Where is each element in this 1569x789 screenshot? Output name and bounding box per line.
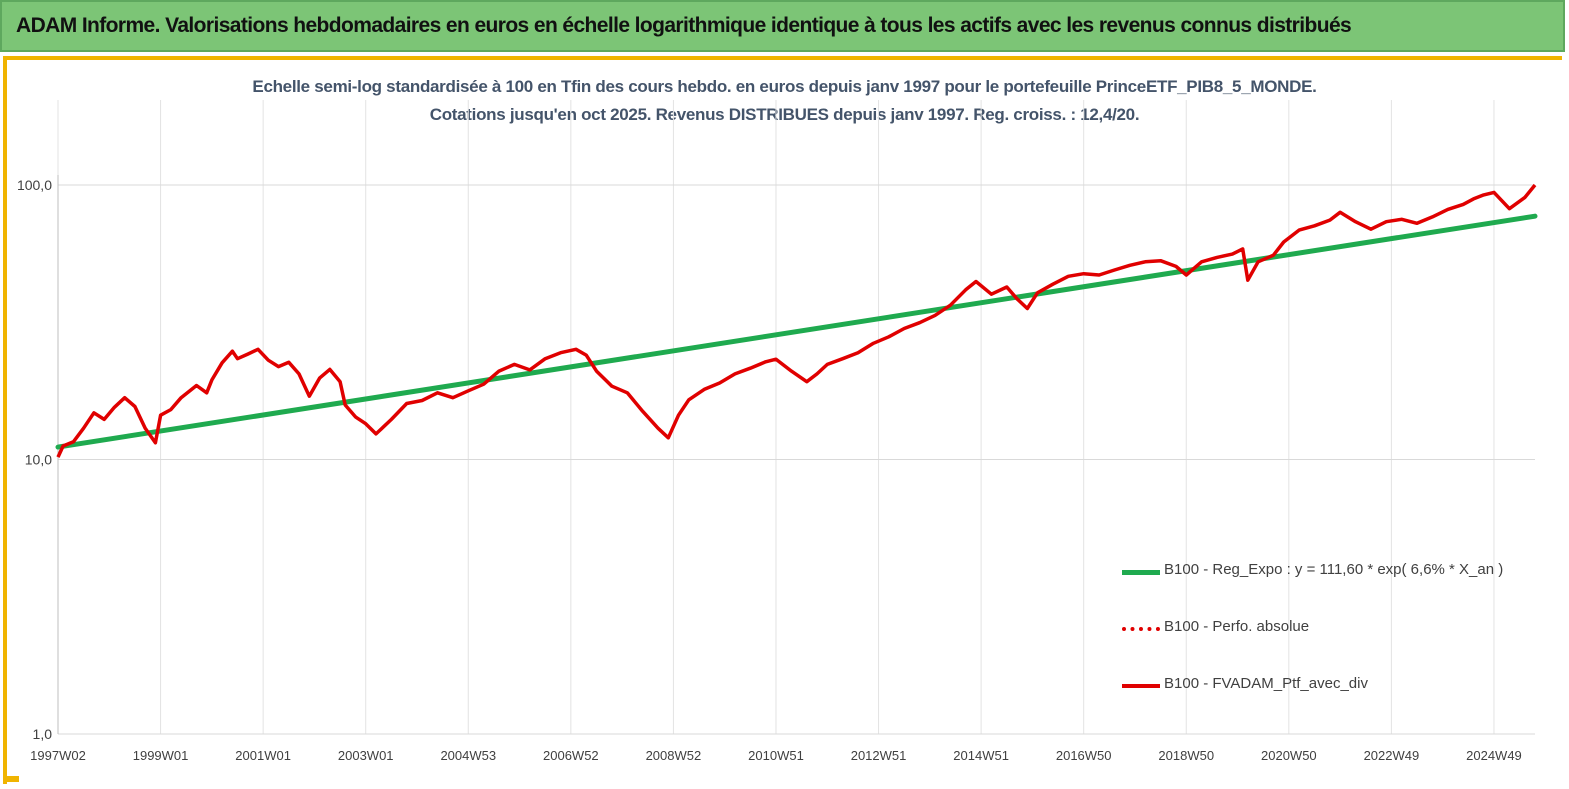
legend-swatch-portfolio — [1122, 684, 1160, 688]
legend-label-perfo-absolue: B100 - Perfo. absolue — [1164, 618, 1310, 635]
frame-accent — [3, 776, 19, 782]
legend-label-regression: B100 - Reg_Expo : y = 111,60 * exp( 6,6%… — [1164, 561, 1504, 578]
y-tick-label: 10,0 — [25, 452, 52, 468]
x-tick-label: 2020W50 — [1261, 748, 1317, 763]
x-tick-label: 2014W51 — [953, 748, 1009, 763]
x-tick-label: 2006W52 — [543, 748, 599, 763]
regression-line — [55, 213, 1538, 450]
x-tick-label: 2016W50 — [1056, 748, 1112, 763]
x-tick-label: 1999W01 — [133, 748, 189, 763]
chart-subtitle: Cotations jusqu'en oct 2025. Revenus DIS… — [429, 105, 1140, 124]
page-title: ADAM Informe. Valorisations hebdomadaire… — [16, 14, 1352, 37]
x-tick-label: 2004W53 — [440, 748, 496, 763]
x-tick-label: 2003W01 — [338, 748, 394, 763]
legend-label-portfolio: B100 - FVADAM_Ptf_avec_div — [1164, 675, 1368, 692]
x-tick-label: 2018W50 — [1158, 748, 1214, 763]
chart-frame — [3, 56, 1562, 784]
x-tick-label: 2010W51 — [748, 748, 804, 763]
x-tick-label: 2024W49 — [1466, 748, 1522, 763]
y-tick-label: 100,0 — [17, 177, 52, 193]
x-tick-label: 1997W02 — [30, 748, 86, 763]
portfolio-line — [56, 183, 1537, 458]
x-tick-label: 2001W01 — [235, 748, 291, 763]
chart-title: Echelle semi-log standardisée à 100 en T… — [252, 77, 1317, 96]
legend-swatch-regression — [1122, 570, 1160, 575]
x-tick-label: 2022W49 — [1364, 748, 1420, 763]
title-banner: ADAM Informe. Valorisations hebdomadaire… — [0, 0, 1565, 52]
legend-swatch-perfo-absolue — [1122, 627, 1160, 631]
y-tick-label: 1,0 — [33, 726, 53, 742]
x-tick-label: 2012W51 — [851, 748, 907, 763]
x-tick-label: 2008W52 — [646, 748, 702, 763]
